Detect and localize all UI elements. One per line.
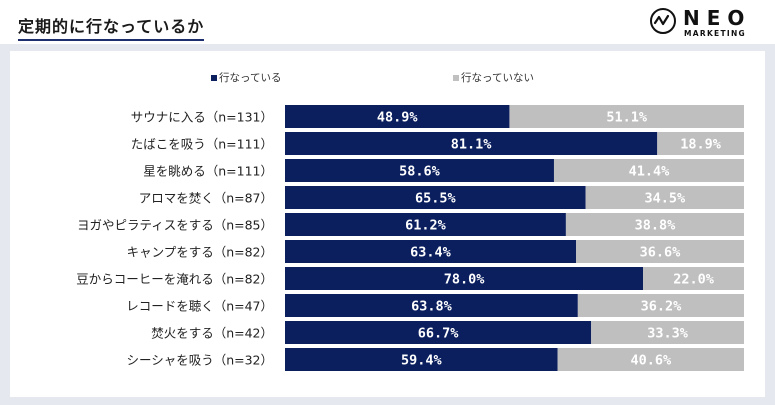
legend-label-2: 行なっていない xyxy=(461,71,534,84)
legend-swatch-2 xyxy=(453,75,459,81)
bar-not-done xyxy=(509,105,744,128)
bar-done xyxy=(285,267,644,290)
data-label-not-done: 38.8% xyxy=(635,218,677,234)
data-label-not-done: 33.3% xyxy=(647,326,689,342)
bar-done xyxy=(285,348,558,371)
category-label: シーシャを吸う（n=32） xyxy=(126,353,273,368)
data-label-not-done: 51.1% xyxy=(606,110,648,126)
chart-card: 行なっている 行なっていないサウナに入る（n=131） 48.9% 51.1% たばこを… xyxy=(10,51,765,397)
bar-done xyxy=(285,159,554,182)
category-label: アロマを焚く（n=87） xyxy=(139,191,273,206)
category-label: キャンプをする（n=82） xyxy=(127,245,273,260)
bar-done xyxy=(285,240,577,263)
bar-not-done xyxy=(585,186,744,209)
page-title: 定期的に行なっているか xyxy=(18,13,205,41)
category-label: 星を眺める（n=111） xyxy=(143,164,273,179)
data-label-not-done: 22.0% xyxy=(673,272,715,288)
data-label-done: 66.7% xyxy=(418,326,460,342)
neo-marketing-logo-icon xyxy=(650,8,676,34)
logo-subtitle: MARKETING xyxy=(684,29,747,38)
data-label-done: 59.4% xyxy=(401,353,443,369)
data-label-not-done: 18.9% xyxy=(680,137,722,153)
data-label-done: 63.4% xyxy=(410,245,452,261)
data-label-not-done: 34.5% xyxy=(645,191,687,207)
category-label: レコードを聴く（n=47） xyxy=(126,299,273,314)
data-label-done: 61.2% xyxy=(405,218,447,234)
bar-not-done xyxy=(565,213,744,236)
logo-name: NEO xyxy=(683,6,752,30)
data-label-not-done: 36.2% xyxy=(641,299,683,315)
bar-done xyxy=(285,294,578,317)
neo-marketing-logo: NEO MARKETING xyxy=(650,6,762,40)
category-label: サウナに入る（n=131） xyxy=(131,110,273,125)
data-label-done: 48.9% xyxy=(377,110,419,126)
data-label-not-done: 36.6% xyxy=(640,245,682,261)
bar-done xyxy=(285,105,510,128)
category-label: たばこを吸う（n=111） xyxy=(131,137,273,152)
bar-done xyxy=(285,321,592,344)
data-label-not-done: 41.4% xyxy=(629,164,671,180)
legend-swatch-1 xyxy=(211,75,217,81)
data-label-done: 65.5% xyxy=(415,191,457,207)
header: 定期的に行なっているか NEO MARKETING xyxy=(0,0,775,44)
bar-done xyxy=(285,186,586,209)
data-label-not-done: 40.6% xyxy=(631,353,673,369)
legend-label-1: 行なっている xyxy=(219,71,281,84)
data-label-done: 58.6% xyxy=(399,164,441,180)
bar-done xyxy=(285,132,658,155)
bar-not-done xyxy=(576,240,744,263)
bar-not-done xyxy=(657,132,744,155)
bar-done xyxy=(285,213,566,236)
category-label: 焚火をする（n=42） xyxy=(151,326,273,341)
bar-not-done xyxy=(643,267,744,290)
category-label: 豆からコーヒーを淹れる（n=82） xyxy=(76,272,273,287)
data-label-done: 63.8% xyxy=(411,299,453,315)
bar-not-done xyxy=(591,321,744,344)
bar-not-done xyxy=(557,348,744,371)
data-label-done: 81.1% xyxy=(451,137,493,153)
data-label-done: 78.0% xyxy=(444,272,486,288)
category-label: ヨガやピラティスをする（n=85） xyxy=(77,218,273,233)
bar-not-done xyxy=(577,294,744,317)
bar-not-done xyxy=(553,159,744,182)
